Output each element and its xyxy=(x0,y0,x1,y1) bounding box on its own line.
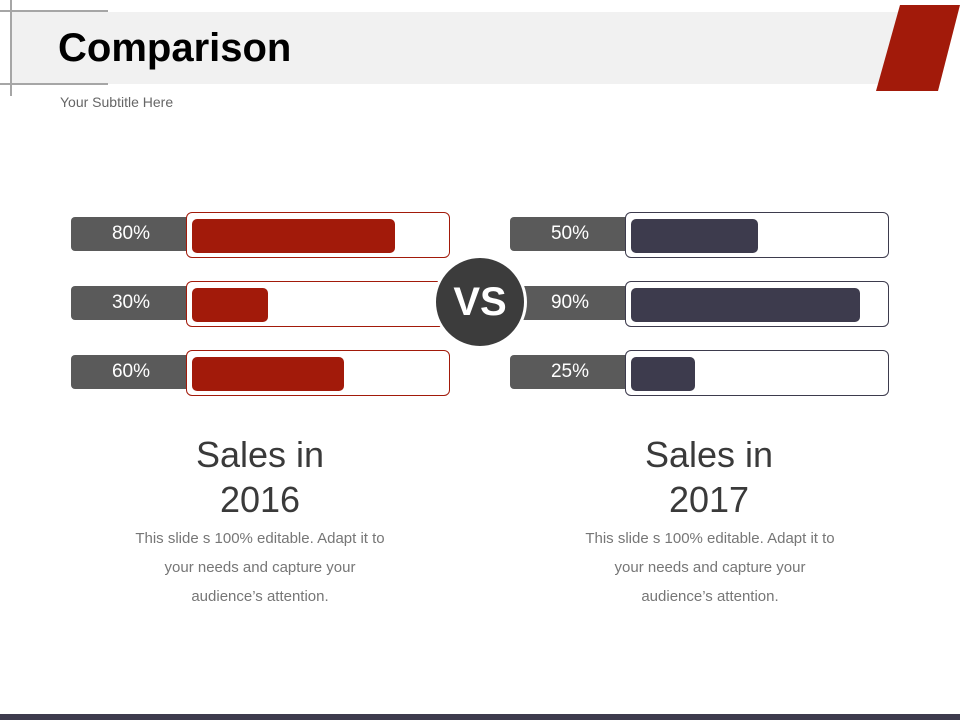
description-line: audience’s attention. xyxy=(191,588,329,605)
panel-heading-year: 2016 xyxy=(219,479,301,520)
bar-row: 50% xyxy=(510,212,890,258)
bar-fill xyxy=(631,288,860,322)
bar-fill xyxy=(192,357,344,391)
bar-track xyxy=(186,281,450,327)
page-subtitle: Your Subtitle Here xyxy=(60,94,174,110)
bar-row: 60% xyxy=(71,350,451,396)
vs-badge: VS xyxy=(433,255,527,349)
corner-mark-bottom xyxy=(0,83,108,85)
bar-track xyxy=(186,212,450,258)
panel-heading-line: Sales in xyxy=(195,434,325,475)
panel-heading-line: Sales in xyxy=(644,434,774,475)
description-line: This slide s 100% editable. Adapt it to xyxy=(135,530,385,547)
bar-fill xyxy=(631,219,758,253)
description-line: your needs and capture your xyxy=(164,559,356,576)
panel-description-2016: This slide s 100% editable. Adapt it to … xyxy=(110,524,410,611)
bar-row: 90% xyxy=(510,281,890,327)
bar-fill xyxy=(192,288,268,322)
footer-bar xyxy=(0,714,960,720)
bar-value-label: 80% xyxy=(71,217,191,251)
bar-fill xyxy=(631,357,695,391)
bar-fill xyxy=(192,219,395,253)
corner-mark-top xyxy=(0,10,108,12)
bar-value-label: 90% xyxy=(510,286,630,320)
panel-heading-2017: Sales in 2017 xyxy=(529,432,889,522)
bar-value-label: 50% xyxy=(510,217,630,251)
bar-value-label: 60% xyxy=(71,355,191,389)
title-band xyxy=(12,12,900,84)
page-title: Comparison xyxy=(58,26,292,70)
bar-row: 80% xyxy=(71,212,451,258)
bar-track xyxy=(625,212,889,258)
corner-mark-vertical xyxy=(10,0,12,96)
bar-row: 30% xyxy=(71,281,451,327)
bar-track xyxy=(625,281,889,327)
bar-value-label: 25% xyxy=(510,355,630,389)
description-line: This slide s 100% editable. Adapt it to xyxy=(585,530,835,547)
description-line: your needs and capture your xyxy=(614,559,806,576)
bar-row: 25% xyxy=(510,350,890,396)
red-accent-shape xyxy=(876,5,960,91)
panel-heading-year: 2017 xyxy=(668,479,750,520)
panel-heading-2016: Sales in 2016 xyxy=(80,432,440,522)
red-accent-parallelogram xyxy=(876,5,960,91)
panel-description-2017: This slide s 100% editable. Adapt it to … xyxy=(560,524,860,611)
bar-value-label: 30% xyxy=(71,286,191,320)
description-line: audience’s attention. xyxy=(641,588,779,605)
bar-track xyxy=(186,350,450,396)
bar-track xyxy=(625,350,889,396)
